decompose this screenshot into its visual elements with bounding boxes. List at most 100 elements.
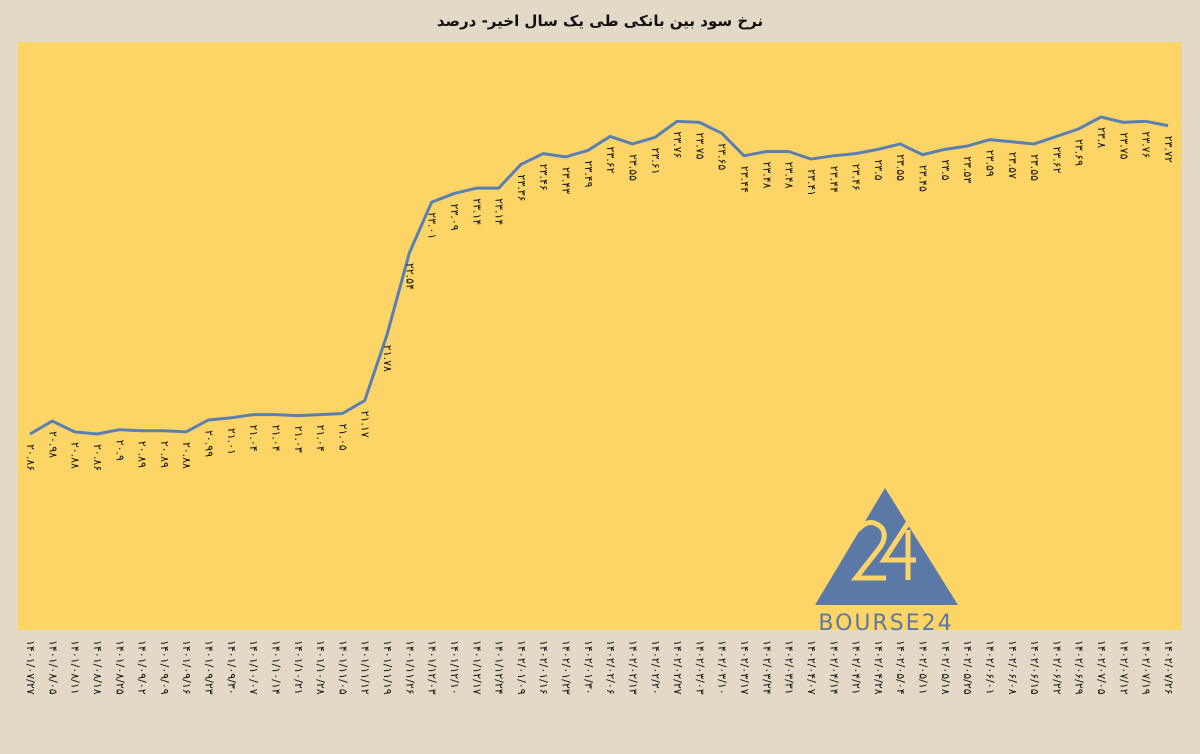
x-tick-label: ۱۴۰۲/۰۵/۰۴ — [894, 640, 907, 695]
value-label: ۲۳.۶۲ — [1050, 146, 1063, 173]
value-label: ۲۳.۵۵ — [894, 154, 907, 181]
value-label: ۲۳.۱۴ — [493, 198, 506, 225]
value-label: ۲۳.۱۴ — [470, 198, 483, 225]
value-label: ۲۰.۹ — [113, 440, 126, 461]
value-label: ۲۳.۷۶ — [1140, 131, 1153, 158]
value-label: ۲۱.۰۳ — [292, 426, 305, 453]
value-label: ۲۳.۵۳ — [961, 156, 974, 183]
x-tick-label: ۱۴۰۱/۰۸/۱۱ — [69, 640, 82, 695]
value-label: ۲۳.۴۳ — [560, 167, 573, 194]
x-tick-label: ۱۴۰۲/۰۳/۱۷ — [738, 640, 751, 695]
x-tick-label: ۱۴۰۲/۰۳/۳۱ — [783, 640, 796, 695]
value-label: ۲۳.۷۵ — [1117, 132, 1130, 159]
chart-title: نرخ سود بین بانکی طی یک سال اخیر- درصد — [437, 12, 763, 30]
value-label: ۲۱.۷۸ — [381, 345, 394, 372]
logo-digit — [850, 520, 887, 581]
x-tick-label: ۱۴۰۲/۰۶/۲۲ — [1050, 640, 1063, 695]
value-label: ۲۳.۵۵ — [1028, 154, 1041, 181]
value-label: ۲۳.۴۵ — [917, 165, 930, 192]
x-tick-label: ۱۴۰۲/۰۵/۱۸ — [939, 640, 952, 695]
x-tick-label: ۱۴۰۲/۰۶/۱۵ — [1028, 640, 1041, 695]
x-tick-label: ۱۴۰۱/۰۹/۲۳ — [203, 640, 216, 695]
value-label: ۲۲.۵۴ — [403, 263, 416, 290]
value-label: ۲۳.۵۹ — [983, 150, 996, 177]
value-label: ۲۰.۸۶ — [24, 444, 37, 471]
value-label: ۲۳.۷۵ — [693, 132, 706, 159]
value-label: ۲۳.۴۱ — [805, 169, 818, 196]
x-tick-label: ۱۴۰۱/۰۸/۰۵ — [46, 640, 59, 695]
x-tick-label: ۱۴۰۱/۰۹/۰۹ — [158, 640, 171, 695]
x-tick-label: ۱۴۰۱/۱۱/۱۲ — [359, 640, 372, 695]
value-label: ۲۳.۴۶ — [850, 164, 863, 191]
value-label: ۲۰.۸۹ — [158, 441, 171, 468]
logo — [815, 488, 958, 605]
value-label: ۲۰.۸۶ — [91, 444, 104, 471]
value-label: ۲۳.۴۸ — [760, 162, 773, 189]
value-label: ۲۱.۱۷ — [359, 411, 372, 438]
x-tick-label: ۱۴۰۱/۱۲/۰۳ — [426, 640, 439, 695]
x-tick-label: ۱۴۰۲/۰۷/۰۵ — [1095, 640, 1108, 695]
value-label: ۲۳.۳۶ — [515, 174, 528, 201]
x-tick-label: ۱۴۰۲/۰۵/۱۱ — [917, 640, 930, 695]
value-label: ۲۳.۷۶ — [671, 131, 684, 158]
value-label: ۲۳.۸ — [1095, 127, 1108, 148]
x-tick-label: ۱۴۰۱/۱۰/۱۴ — [269, 640, 282, 695]
value-label: ۲۱.۰۴ — [269, 425, 282, 452]
value-label: ۲۱.۰۱ — [225, 428, 238, 455]
value-label: ۲۱.۰۴ — [314, 425, 327, 452]
value-label: ۲۳.۶۲ — [604, 146, 617, 173]
value-label: ۲۳.۰۹ — [448, 204, 461, 231]
x-tick-label: ۱۴۰۱/۱۱/۲۶ — [403, 640, 416, 695]
x-tick-label: ۱۴۰۲/۰۴/۲۱ — [850, 640, 863, 695]
x-tick-label: ۱۴۰۲/۰۱/۰۹ — [515, 640, 528, 695]
x-tick-label: ۱۴۰۲/۰۳/۰۳ — [693, 640, 706, 695]
value-label: ۲۳.۴۴ — [738, 166, 751, 193]
x-tick-label: ۱۴۰۲/۰۳/۱۰ — [716, 640, 729, 695]
value-label: ۲۰.۹۹ — [203, 430, 216, 457]
value-label: ۲۳.۶۵ — [716, 143, 729, 170]
x-tick-label: ۱۴۰۱/۱۱/۱۹ — [381, 640, 394, 695]
x-tick-label: ۱۴۰۲/۰۴/۱۴ — [827, 640, 840, 695]
x-tick-label: ۱۴۰۲/۰۷/۲۶ — [1162, 640, 1175, 695]
value-label: ۲۰.۸۸ — [180, 442, 193, 469]
value-label: ۲۳.۶۱ — [649, 147, 662, 174]
x-tick-label: ۱۴۰۲/۰۲/۲۰ — [649, 640, 662, 695]
value-label: ۲۳.۴۹ — [582, 160, 595, 187]
x-tick-label: ۱۴۰۱/۱۱/۰۵ — [336, 640, 349, 695]
value-label: ۲۳.۴۸ — [783, 162, 796, 189]
x-tick-label: ۱۴۰۲/۰۶/۰۱ — [983, 640, 996, 695]
x-tick-label: ۱۴۰۱/۰۹/۰۲ — [136, 640, 149, 695]
x-tick-label: ۱۴۰۲/۰۶/۰۸ — [1006, 640, 1019, 695]
value-label: ۲۳.۰۱ — [426, 212, 439, 239]
value-label: ۲۳.۵۷ — [1006, 152, 1019, 179]
x-tick-label: ۱۴۰۲/۰۱/۱۶ — [537, 640, 550, 695]
logo-digit — [879, 518, 916, 580]
x-tick-label: ۱۴۰۲/۰۶/۲۹ — [1073, 640, 1086, 695]
x-tick-label: ۱۴۰۲/۰۲/۲۷ — [671, 640, 684, 695]
x-tick-label: ۱۴۰۲/۰۱/۲۳ — [560, 640, 573, 695]
x-tick-label: ۱۴۰۱/۰۸/۱۸ — [91, 640, 104, 695]
value-label: ۲۳.۴۶ — [537, 164, 550, 191]
value-label: ۲۰.۹۸ — [46, 431, 59, 458]
line — [29, 115, 1169, 436]
x-tick-label: ۱۴۰۱/۱۰/۰۷ — [247, 640, 260, 695]
x-tick-label: ۱۴۰۱/۱۰/۲۱ — [292, 640, 305, 695]
value-label: ۲۳.۵۵ — [626, 154, 639, 181]
x-tick-label: ۱۴۰۲/۰۵/۲۵ — [961, 640, 974, 695]
x-tick-label: ۱۴۰۲/۰۷/۱۹ — [1140, 640, 1153, 695]
value-label: ۲۰.۸۹ — [136, 441, 149, 468]
x-tick-label: ۱۴۰۱/۱۰/۲۸ — [314, 640, 327, 695]
x-tick-label: ۱۴۰۲/۰۴/۲۸ — [872, 640, 885, 695]
value-label: ۲۳.۶۹ — [1073, 139, 1086, 166]
value-label: ۲۳.۵ — [939, 159, 952, 180]
x-tick-label: ۱۴۰۱/۰۹/۳۰ — [225, 640, 238, 695]
plot-area — [18, 42, 1182, 630]
x-tick-label: ۱۴۰۱/۱۲/۱۰ — [448, 640, 461, 695]
value-label: ۲۳.۴۴ — [827, 166, 840, 193]
value-label: ۲۱.۰۵ — [336, 424, 349, 451]
value-label: ۲۰.۸۸ — [69, 442, 82, 469]
watermark: BOURSE24 — [818, 611, 953, 636]
value-label: ۲۳.۷۲ — [1162, 136, 1175, 163]
